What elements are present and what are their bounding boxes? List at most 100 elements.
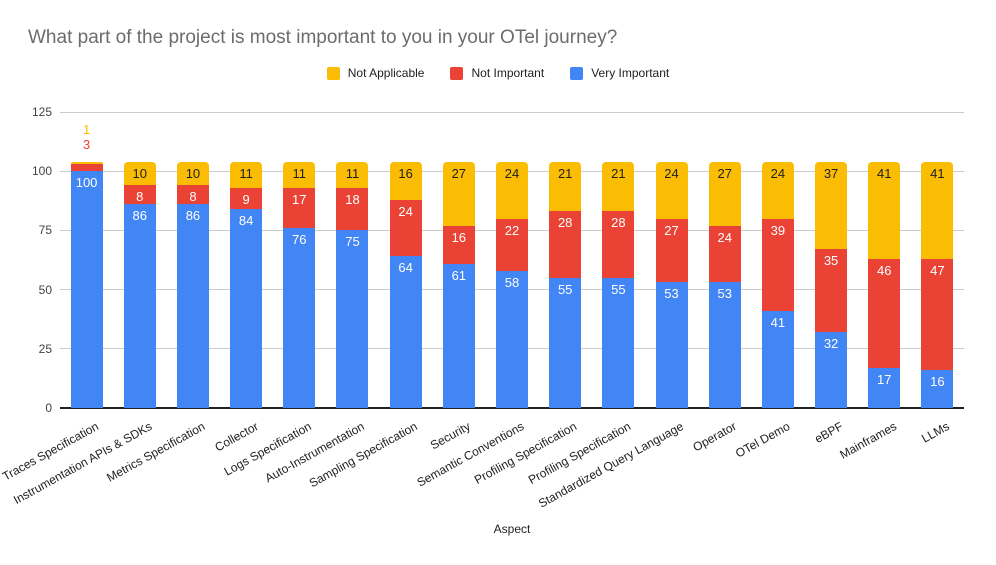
- bar-segment: [549, 211, 582, 278]
- bar-segment: [70, 171, 103, 408]
- bar-segment: [336, 230, 369, 408]
- bar-segment: [70, 164, 103, 172]
- bar-segment: [389, 199, 422, 257]
- bar-segment: [496, 270, 528, 408]
- legend: Not Applicable Not Important Very Import…: [0, 66, 996, 80]
- bar-segment: [921, 258, 954, 371]
- legend-label: Not Applicable: [347, 66, 425, 80]
- y-axis-tick-label: 25: [38, 341, 52, 356]
- x-axis-label: OTel Demo: [732, 419, 793, 461]
- x-axis-label: LLMs: [919, 419, 952, 446]
- bar-segment: [496, 218, 528, 271]
- bar-value-label: 75: [345, 234, 360, 250]
- bar-value-label: 28: [611, 215, 626, 231]
- bar-value-label: 24: [398, 203, 413, 219]
- bar-segment: [123, 185, 156, 205]
- bar-segment: [868, 161, 901, 259]
- bar-value-label: 27: [451, 165, 467, 181]
- bar-segment: [815, 249, 848, 333]
- bar-value-label: 21: [611, 165, 626, 181]
- x-axis-title: Aspect: [493, 522, 531, 536]
- bar-value-label: 16: [930, 374, 945, 390]
- bar-segment: [708, 282, 741, 408]
- bar-value-label: 32: [823, 336, 839, 352]
- bar-segment: [921, 161, 954, 259]
- bar-segment: [176, 161, 209, 186]
- bar-value-label: 18: [345, 191, 360, 207]
- bar-segment: [655, 218, 688, 283]
- y-axis-tick-label: 100: [31, 164, 52, 179]
- bar-value-label: 86: [185, 208, 201, 224]
- bar-value-label: 55: [557, 281, 573, 297]
- bar-segment: [230, 209, 263, 408]
- bar-segment: [176, 204, 209, 408]
- y-axis-tick-label: 75: [38, 223, 52, 238]
- bar-value-label: 8: [189, 189, 197, 205]
- bar-value-label: 86: [132, 208, 147, 224]
- bar-value-label: 10: [132, 165, 147, 181]
- bar-value-label: 16: [398, 165, 413, 181]
- bar-segment: [602, 211, 635, 278]
- bar-value-label: 11: [239, 165, 253, 181]
- bar-value-label: 9: [242, 191, 250, 207]
- legend-label: Not Important: [471, 66, 545, 80]
- bar-value-label: 53: [664, 286, 679, 302]
- bar-segment: [761, 310, 794, 408]
- legend-swatch-very-important-icon: [570, 66, 584, 80]
- bar-segment: [815, 332, 848, 408]
- x-axis-label: Metrics Specification: [104, 419, 208, 485]
- bar-value-label: 58: [504, 274, 520, 290]
- bar-segment: [708, 161, 741, 226]
- bar-value-label: 41: [877, 165, 892, 181]
- bar-value-label: 35: [823, 253, 839, 269]
- bar-value-label: 46: [877, 262, 892, 278]
- bar-segment: [602, 161, 635, 212]
- bar-segment: [708, 225, 741, 283]
- bar-value-label: 47: [930, 262, 945, 278]
- gridline: [60, 111, 964, 113]
- bar-segment: [868, 258, 901, 368]
- bar-segment: [442, 225, 475, 264]
- bar-value-label: 17: [292, 191, 307, 207]
- bar-value-label: 28: [557, 215, 573, 231]
- bar-segment: [602, 277, 635, 408]
- bar-value-label: 55: [611, 281, 626, 297]
- bar-value-label: 16: [451, 229, 467, 245]
- legend-swatch-not-important-icon: [450, 66, 464, 80]
- bar-value-label: 8: [136, 189, 144, 205]
- bar-segment: [549, 161, 582, 212]
- x-axis-line: [60, 407, 964, 409]
- bar-value-label: 53: [717, 286, 732, 302]
- bar-segment: [230, 187, 263, 210]
- bar-segment: [761, 218, 794, 311]
- bar-value-label: 11: [345, 165, 360, 181]
- bar-segment: [123, 161, 156, 186]
- bar-value-label: 64: [398, 260, 413, 276]
- bar-segment: [655, 282, 688, 408]
- bar-segment: [921, 370, 954, 408]
- bar-value-label: 39: [770, 222, 786, 238]
- bar-value-label: 41: [770, 314, 786, 330]
- bar-value-label: 11: [292, 165, 307, 181]
- legend-label: Very Important: [591, 66, 670, 80]
- bar-value-label: 100: [75, 175, 98, 191]
- bar-segment: [761, 161, 794, 219]
- bar-segment: [283, 161, 316, 188]
- bar-value-label: 21: [557, 165, 573, 181]
- bar-segment: [389, 161, 422, 200]
- bar-segment: [442, 263, 475, 408]
- y-axis-tick-label: 50: [38, 282, 52, 297]
- bar-value-label: 84: [238, 213, 254, 229]
- bar-value-label: 76: [292, 232, 307, 248]
- bar-value-label: 24: [504, 165, 520, 181]
- x-axis-label: Mainframes: [836, 419, 899, 462]
- legend-item-not-applicable: Not Applicable: [326, 66, 425, 80]
- bar-value-label-outside: 3: [82, 136, 91, 152]
- bar-value-label-outside: 1: [82, 121, 91, 137]
- bar-value-label: 37: [823, 165, 839, 181]
- bar-segment: [336, 161, 369, 188]
- legend-swatch-not-applicable-icon: [326, 66, 340, 80]
- bar-value-label: 24: [664, 165, 679, 181]
- bar-segment: [176, 185, 209, 205]
